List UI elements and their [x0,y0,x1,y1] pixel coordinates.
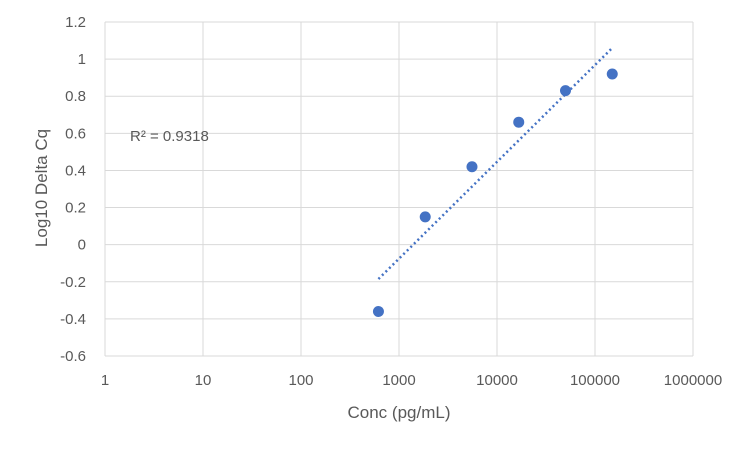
y-tick-label: 1.2 [65,14,86,31]
y-axis-title: Log10 Delta Cq [32,129,51,247]
y-tick-label: 0.2 [65,200,86,217]
y-axis-ticks: 1.2 1 0.8 0.6 0.4 0.2 0 -0.2 -0.4 -0.6 [60,14,86,365]
x-tick-label: 1000000 [664,372,722,389]
x-tick-label: 1 [101,372,109,389]
x-axis-title: Conc (pg/mL) [348,403,451,422]
data-points [372,68,618,317]
data-point [513,116,525,128]
x-tick-label: 1000 [382,372,415,389]
data-point [372,305,384,317]
x-tick-label: 10 [195,372,212,389]
y-tick-label: -0.4 [60,311,86,328]
y-tick-label: -0.2 [60,274,86,291]
data-point [466,161,478,173]
grid [104,21,694,357]
y-tick-label: 1 [78,51,86,68]
r-squared-annotation: R² = 0.9318 [130,128,209,145]
x-tick-label: 100000 [570,372,620,389]
x-tick-label: 10000 [476,372,518,389]
data-point [559,85,571,97]
y-tick-label: 0.6 [65,125,86,142]
y-tick-label: -0.6 [60,348,86,365]
data-point [419,211,431,223]
data-point [606,68,618,80]
x-axis-ticks: 1 10 100 1000 10000 100000 1000000 [101,372,722,389]
y-tick-label: 0 [78,237,86,254]
x-tick-label: 100 [288,372,313,389]
y-tick-label: 0.8 [65,88,86,105]
y-tick-label: 0.4 [65,162,86,179]
